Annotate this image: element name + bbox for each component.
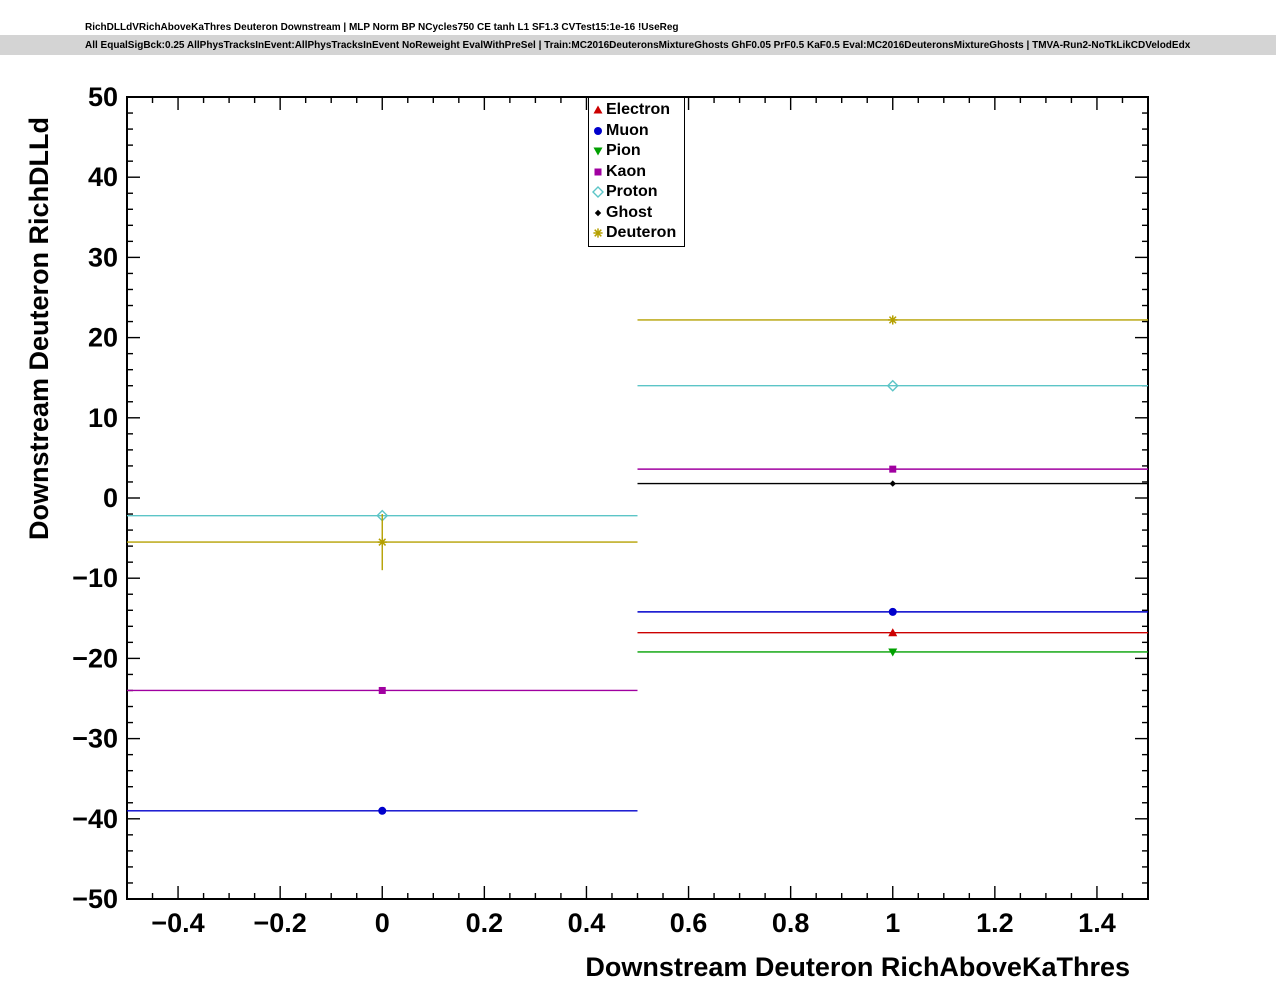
deuteron-star-icon [589,226,606,240]
x-tick-label: 0.8 [772,908,810,938]
legend-label: Electron [606,101,671,119]
kaon-square-icon [589,165,606,179]
series-kaon [127,465,1148,694]
y-tick-label: 50 [88,82,118,112]
x-tick-label: 1.2 [976,908,1014,938]
x-tick-label: 0.2 [466,908,504,938]
y-tick-label: −20 [72,643,118,673]
x-tick-label: 1.4 [1078,908,1116,938]
legend-label: Muon [606,121,649,139]
series-deuteron [127,315,1148,571]
x-tick-label: 0.4 [568,908,606,938]
y-tick-label: 10 [88,403,118,433]
pion-triangle-down-icon [589,144,606,158]
series-proton [127,379,1148,522]
y-tick-label: 30 [88,242,118,272]
series-electron [637,628,1148,637]
legend-label: Deuteron [606,224,677,242]
x-tick-label: 0 [375,908,390,938]
series-muon [127,607,1148,815]
legend-item-pion: Pion [589,141,684,162]
x-tick-label: −0.2 [253,908,306,938]
plot-title-line1: RichDLLdVRichAboveKaThres Deuteron Downs… [85,22,679,33]
y-tick-label: −40 [72,804,118,834]
y-tick-label: −10 [72,563,118,593]
ghost-diamond-small-icon [589,206,606,220]
y-tick-label: −50 [72,884,118,914]
legend-label: Ghost [606,203,653,221]
y-tick-label: 40 [88,162,118,192]
series-ghost [637,480,1148,487]
legend: Electron Muon Pion Kaon Proton Ghost Deuteron [588,97,685,247]
legend-item-proton: Proton [589,182,684,203]
y-tick-label: −30 [72,724,118,754]
electron-triangle-up-icon [589,103,606,117]
legend-item-muon: Muon [589,121,684,142]
legend-item-electron: Electron [589,100,684,121]
legend-item-deuteron: Deuteron [589,223,684,244]
legend-item-ghost: Ghost [589,203,684,224]
y-tick-label: 20 [88,323,118,353]
plot-title-line2: All EqualSigBck:0.25 AllPhysTracksInEven… [85,40,1191,51]
axis-ticks [126,96,1149,900]
y-tick-label: 0 [103,483,118,513]
y-axis-title: Downstream Deuteron RichDLLd [24,117,54,540]
x-tick-label: −0.4 [151,908,204,938]
x-tick-label: 1 [885,908,900,938]
legend-label: Kaon [606,162,646,180]
title-band [0,35,1276,55]
proton-diamond-open-icon [589,185,606,199]
x-axis-title: Downstream Deuteron RichAboveKaThres [585,952,1130,982]
muon-circle-icon [589,124,606,138]
series-pion [637,648,1148,657]
legend-label: Pion [606,142,641,160]
legend-label: Proton [606,183,658,201]
x-tick-label: 0.6 [670,908,708,938]
legend-item-kaon: Kaon [589,162,684,183]
